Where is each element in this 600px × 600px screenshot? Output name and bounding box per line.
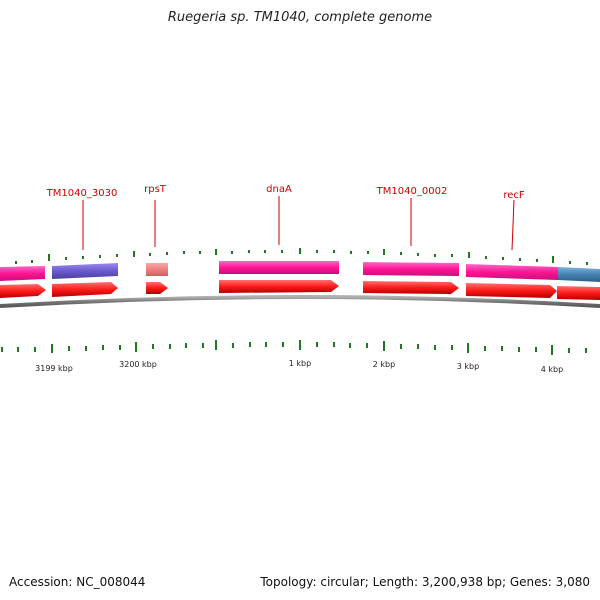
gene-labels: TM1040_3030 rpsT dnaA TM1040_0002 recF — [46, 184, 525, 201]
scale-label: 3199 kbp — [35, 364, 73, 373]
scale-tick-marks — [1, 340, 587, 355]
feature-block-magenta[interactable] — [466, 264, 558, 280]
scale-label: 1 kbp — [289, 359, 311, 368]
scale-label: 4 kbp — [541, 365, 563, 374]
gene-arrow[interactable] — [466, 283, 557, 298]
feature-block-blue[interactable] — [558, 267, 600, 282]
gene-arrow[interactable] — [146, 282, 168, 294]
gene-arrow[interactable] — [52, 282, 118, 297]
feature-block-magenta[interactable] — [219, 261, 339, 274]
gene-label[interactable]: dnaA — [266, 184, 292, 195]
scale-label: 3200 kbp — [119, 360, 157, 369]
gene-arrow[interactable] — [363, 281, 459, 294]
accession-text: Accession: NC_008044 — [9, 575, 146, 589]
gene-arrow[interactable] — [0, 284, 46, 298]
genome-backbone — [0, 295, 600, 308]
gene-label[interactable]: TM1040_3030 — [46, 188, 118, 199]
feature-block-magenta[interactable] — [363, 262, 459, 276]
leader-line-recf — [511, 199, 515, 251]
gene-arrow[interactable] — [557, 286, 600, 300]
scale-label: 3 kbp — [457, 362, 479, 371]
gene-label[interactable]: TM1040_0002 — [376, 186, 448, 197]
feature-block-pink[interactable] — [146, 263, 168, 276]
upper-tick-marks — [15, 248, 588, 265]
gene-label[interactable]: recF — [503, 190, 525, 201]
gene-arrow[interactable] — [219, 280, 339, 293]
scale-label: 2 kbp — [373, 360, 395, 369]
label-leader-lines — [82, 196, 515, 251]
feature-block-purple[interactable] — [52, 263, 118, 279]
gene-label[interactable]: rpsT — [144, 184, 167, 195]
map-title: Ruegeria sp. TM1040, complete genome — [167, 10, 433, 25]
feature-track — [0, 261, 600, 282]
feature-block-magenta[interactable] — [0, 266, 45, 281]
scale-labels: 3199 kbp 3200 kbp 1 kbp 2 kbp 3 kbp 4 kbp — [35, 359, 563, 374]
genome-summary-text: Topology: circular; Length: 3,200,938 bp… — [260, 575, 590, 589]
gene-arrow-track — [0, 280, 600, 300]
